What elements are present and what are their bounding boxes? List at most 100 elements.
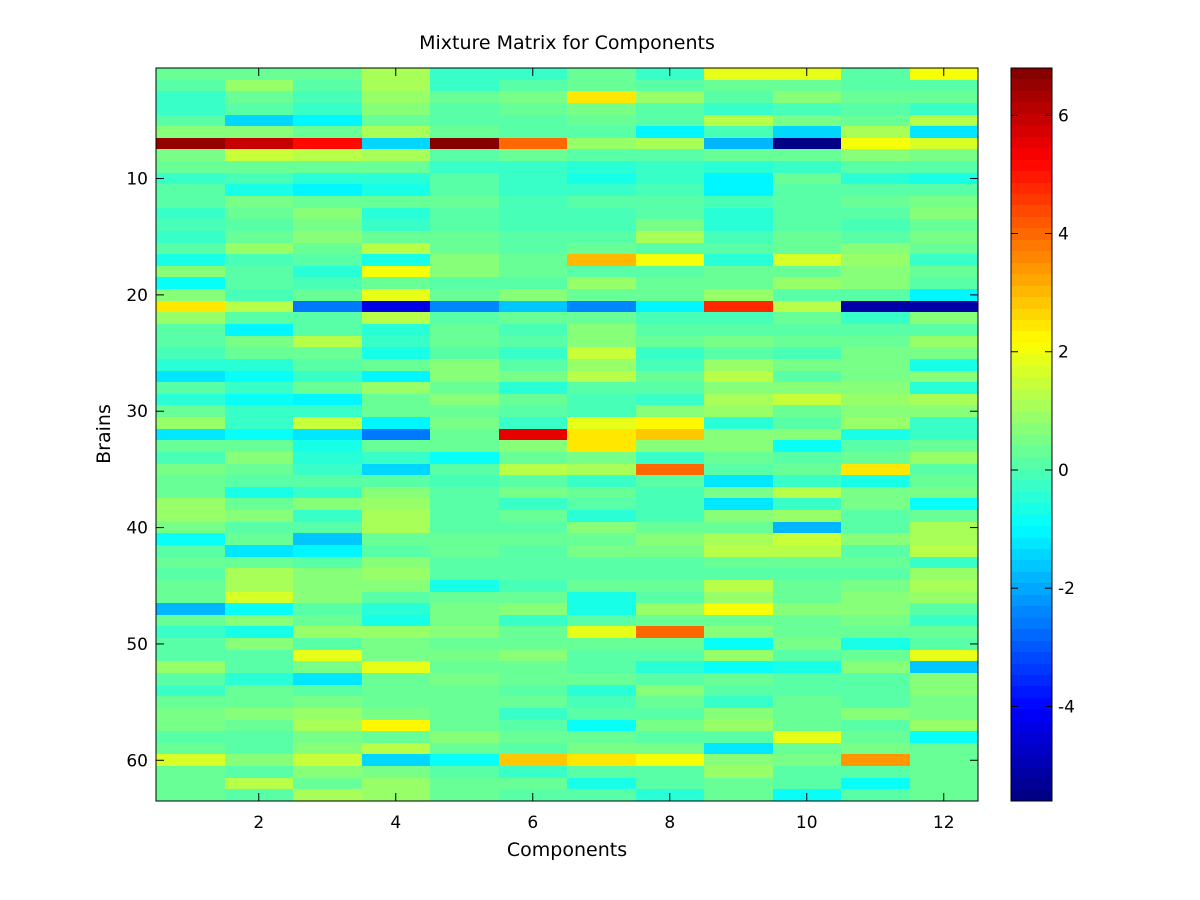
colorbar-segment [1011, 457, 1052, 469]
heatmap-cell [841, 696, 910, 708]
heatmap-cell [430, 475, 499, 487]
heatmap-cell [293, 789, 362, 801]
heatmap-cell [362, 440, 430, 452]
heatmap-cell [567, 359, 636, 371]
heatmap-cell [704, 650, 773, 661]
colorbar-border [1010, 67, 1053, 802]
heatmap-cell [910, 336, 978, 347]
heatmap-cell [910, 208, 978, 219]
heatmap-cell [704, 754, 773, 766]
heatmap-cell [430, 696, 499, 708]
heatmap-cell [293, 138, 362, 149]
heatmap-cell [841, 68, 910, 80]
heatmap-cell [704, 196, 773, 208]
heatmap-cell [773, 708, 841, 720]
y-tick-label: 20 [126, 286, 148, 306]
colorbar-segment [1011, 412, 1052, 423]
heatmap-cell [430, 359, 499, 371]
y-tick-label: 50 [126, 635, 148, 655]
heatmap-cell [293, 80, 362, 91]
heatmap-cell [841, 347, 910, 359]
heatmap-cell [156, 301, 225, 312]
heatmap-cell [362, 533, 430, 545]
heatmap-cell [704, 580, 773, 592]
heatmap-cell [910, 115, 978, 126]
heatmap-cell [841, 336, 910, 347]
heatmap-cell [362, 231, 430, 243]
heatmap-cell [156, 68, 225, 80]
heatmap-cell [841, 394, 910, 405]
heatmap-cell [499, 778, 567, 789]
heatmap-cell [636, 603, 704, 615]
heatmap-cell [841, 464, 910, 475]
heatmap-cell [499, 103, 567, 115]
heatmap-cells [156, 68, 978, 801]
heatmap-cell [567, 347, 636, 359]
heatmap-cell [499, 696, 567, 708]
heatmap-cell [156, 603, 225, 615]
heatmap-cell [362, 475, 430, 487]
heatmap-cell [156, 626, 225, 638]
heatmap-cell [841, 778, 910, 789]
heatmap-cell [567, 522, 636, 533]
heatmap-cell [704, 545, 773, 557]
heatmap-cell [293, 650, 362, 661]
heatmap-cell [841, 359, 910, 371]
heatmap-cell [362, 778, 430, 789]
heatmap-cell [225, 324, 293, 336]
heatmap-cell [156, 789, 225, 801]
heatmap-cell [773, 743, 841, 754]
heatmap-cell [704, 452, 773, 464]
heatmap-cell [773, 568, 841, 580]
colorbar-segment [1011, 595, 1052, 606]
heatmap-cell [225, 487, 293, 498]
heatmap-cell [567, 498, 636, 510]
heatmap-cell [773, 603, 841, 615]
heatmap-cell [225, 580, 293, 592]
heatmap-cell [704, 440, 773, 452]
heatmap-cell [704, 778, 773, 789]
heatmap-cell [430, 231, 499, 243]
heatmap-cell [773, 126, 841, 138]
heatmap-cell [430, 417, 499, 429]
heatmap-cell [225, 452, 293, 464]
heatmap-cell [156, 533, 225, 545]
heatmap-cell [704, 557, 773, 568]
heatmap-cell [225, 173, 293, 184]
heatmap-cell [430, 138, 499, 149]
heatmap-cell [499, 533, 567, 545]
heatmap-cell [293, 720, 362, 731]
heatmap-cell [910, 405, 978, 417]
heatmap-cell [225, 720, 293, 731]
heatmap-cell [841, 743, 910, 754]
heatmap-cell [910, 685, 978, 696]
heatmap-cell [636, 533, 704, 545]
heatmap-cell [704, 603, 773, 615]
heatmap-cell [499, 382, 567, 394]
heatmap-cell [156, 184, 225, 196]
heatmap-cell [430, 371, 499, 382]
heatmap-cell [430, 766, 499, 778]
heatmap-cell [499, 580, 567, 592]
heatmap-cell [430, 603, 499, 615]
heatmap-cell [636, 115, 704, 126]
heatmap-cell [636, 696, 704, 708]
heatmap-cell [910, 720, 978, 731]
colorbar-tick-label: 2 [1058, 343, 1069, 363]
heatmap-cell [567, 103, 636, 115]
heatmap-cell [704, 208, 773, 219]
heatmap-cell [362, 394, 430, 405]
heatmap-cell [841, 429, 910, 440]
heatmap-cell [499, 161, 567, 173]
heatmap-cell [293, 394, 362, 405]
heatmap-cell [156, 417, 225, 429]
heatmap-cell [499, 592, 567, 603]
y-axis-ticks: 10 20 30 40 50 60 [126, 170, 978, 771]
heatmap-cell [156, 149, 225, 161]
heatmap-cell [841, 626, 910, 638]
colorbar-segment [1011, 331, 1052, 343]
colorbar-segment [1011, 354, 1052, 366]
heatmap-cell [704, 149, 773, 161]
heatmap-cell [499, 464, 567, 475]
